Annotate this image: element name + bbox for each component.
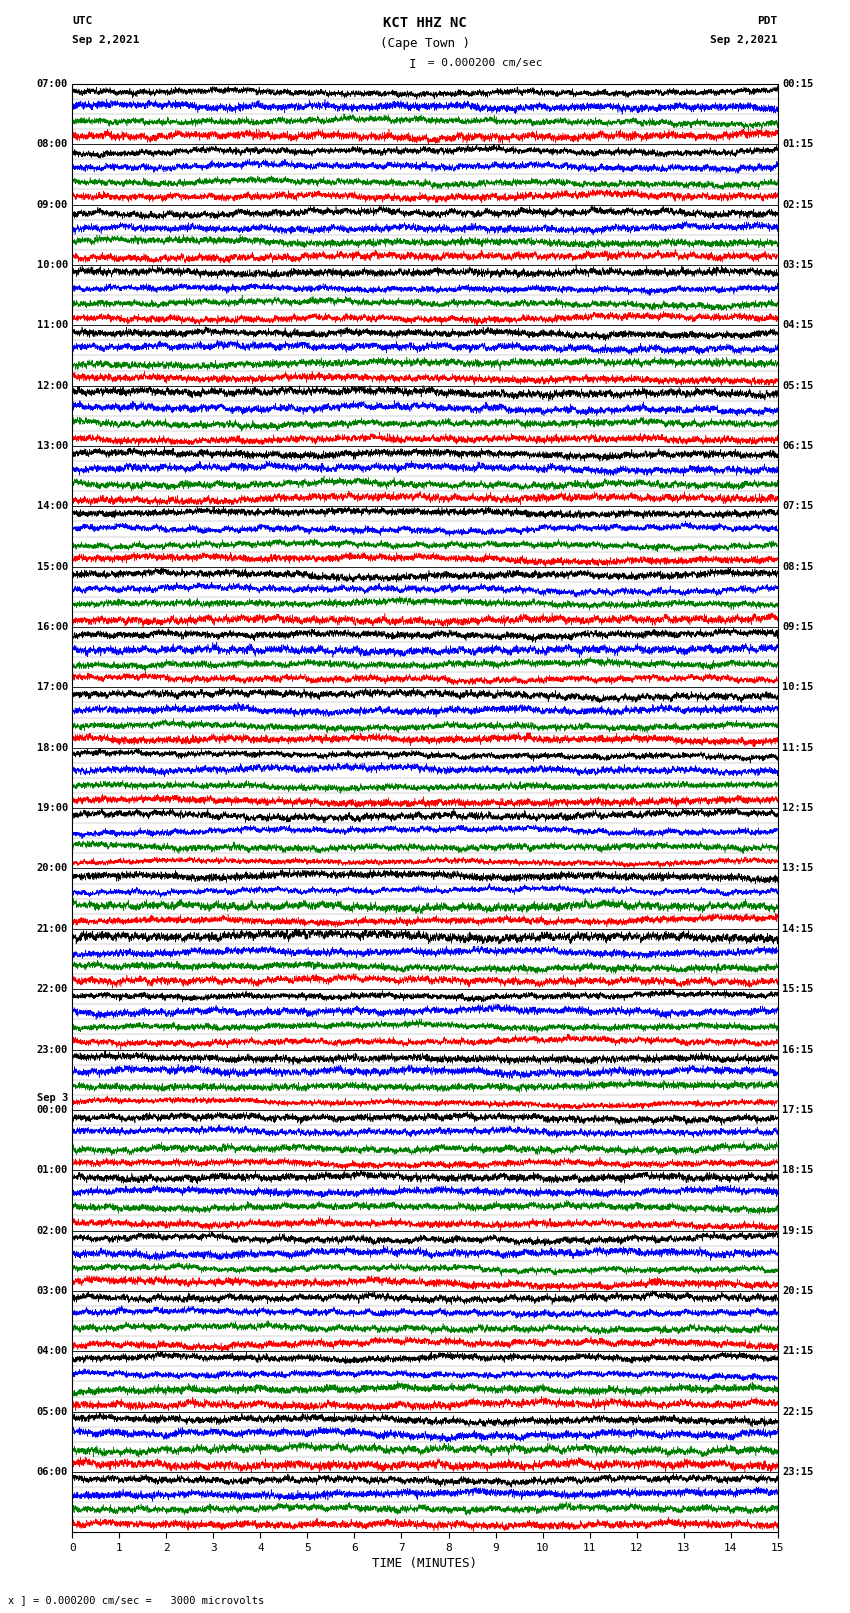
Text: 14:15: 14:15 xyxy=(782,924,813,934)
Text: 23:15: 23:15 xyxy=(782,1466,813,1478)
Text: 22:00: 22:00 xyxy=(37,984,68,994)
Text: 21:00: 21:00 xyxy=(37,924,68,934)
Text: 01:15: 01:15 xyxy=(782,139,813,150)
Text: 17:00: 17:00 xyxy=(37,682,68,692)
Text: 02:00: 02:00 xyxy=(37,1226,68,1236)
Text: 13:15: 13:15 xyxy=(782,863,813,874)
Text: 12:15: 12:15 xyxy=(782,803,813,813)
Text: 15:00: 15:00 xyxy=(37,561,68,571)
Text: 16:00: 16:00 xyxy=(37,623,68,632)
Text: 13:00: 13:00 xyxy=(37,440,68,452)
Text: UTC: UTC xyxy=(72,16,93,26)
Text: Sep 3: Sep 3 xyxy=(37,1094,68,1103)
Text: 10:15: 10:15 xyxy=(782,682,813,692)
Text: 00:00: 00:00 xyxy=(37,1105,68,1115)
Text: 12:00: 12:00 xyxy=(37,381,68,390)
Text: 08:00: 08:00 xyxy=(37,139,68,150)
Text: 07:15: 07:15 xyxy=(782,502,813,511)
Text: 05:15: 05:15 xyxy=(782,381,813,390)
Text: 03:00: 03:00 xyxy=(37,1286,68,1295)
Text: KCT HHZ NC: KCT HHZ NC xyxy=(383,16,467,31)
Text: 04:00: 04:00 xyxy=(37,1347,68,1357)
Text: 09:15: 09:15 xyxy=(782,623,813,632)
Text: 00:15: 00:15 xyxy=(782,79,813,89)
Text: 23:00: 23:00 xyxy=(37,1045,68,1055)
Text: 14:00: 14:00 xyxy=(37,502,68,511)
Text: 01:00: 01:00 xyxy=(37,1165,68,1176)
Text: 19:00: 19:00 xyxy=(37,803,68,813)
X-axis label: TIME (MINUTES): TIME (MINUTES) xyxy=(372,1557,478,1569)
Text: 03:15: 03:15 xyxy=(782,260,813,269)
Text: 09:00: 09:00 xyxy=(37,200,68,210)
Text: 21:15: 21:15 xyxy=(782,1347,813,1357)
Text: PDT: PDT xyxy=(757,16,778,26)
Text: 15:15: 15:15 xyxy=(782,984,813,994)
Text: x ] = 0.000200 cm/sec =   3000 microvolts: x ] = 0.000200 cm/sec = 3000 microvolts xyxy=(8,1595,264,1605)
Text: (Cape Town ): (Cape Town ) xyxy=(380,37,470,50)
Text: 11:15: 11:15 xyxy=(782,742,813,753)
Text: 06:15: 06:15 xyxy=(782,440,813,452)
Text: Sep 2,2021: Sep 2,2021 xyxy=(711,35,778,45)
Text: 18:00: 18:00 xyxy=(37,742,68,753)
Text: 07:00: 07:00 xyxy=(37,79,68,89)
Text: Sep 2,2021: Sep 2,2021 xyxy=(72,35,139,45)
Text: 08:15: 08:15 xyxy=(782,561,813,571)
Text: 05:00: 05:00 xyxy=(37,1407,68,1416)
Text: I: I xyxy=(409,58,416,71)
Text: 16:15: 16:15 xyxy=(782,1045,813,1055)
Text: 19:15: 19:15 xyxy=(782,1226,813,1236)
Text: 22:15: 22:15 xyxy=(782,1407,813,1416)
Text: 04:15: 04:15 xyxy=(782,321,813,331)
Text: 02:15: 02:15 xyxy=(782,200,813,210)
Text: 20:00: 20:00 xyxy=(37,863,68,874)
Text: 17:15: 17:15 xyxy=(782,1105,813,1115)
Text: 18:15: 18:15 xyxy=(782,1165,813,1176)
Text: 20:15: 20:15 xyxy=(782,1286,813,1295)
Text: 06:00: 06:00 xyxy=(37,1466,68,1478)
Text: = 0.000200 cm/sec: = 0.000200 cm/sec xyxy=(421,58,542,68)
Text: 11:00: 11:00 xyxy=(37,321,68,331)
Text: 10:00: 10:00 xyxy=(37,260,68,269)
